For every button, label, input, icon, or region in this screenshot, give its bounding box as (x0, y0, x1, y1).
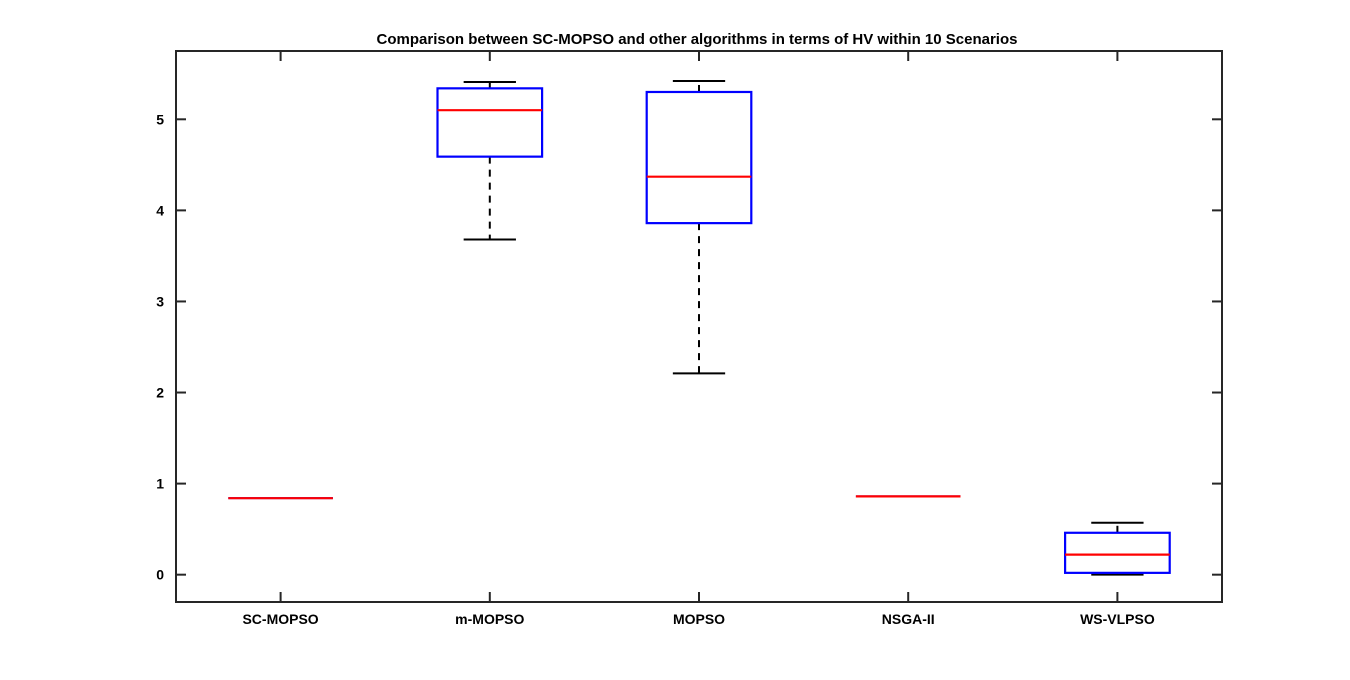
y-tick-label: 4 (156, 202, 164, 218)
x-tick-label: WS-VLPSO (1080, 611, 1155, 627)
x-tick-label: MOPSO (673, 611, 725, 627)
x-tick-label: m-MOPSO (455, 611, 524, 627)
axes-frame (175, 50, 1223, 603)
x-tick-label: SC-MOPSO (242, 611, 318, 627)
box-iqr (645, 90, 753, 225)
y-tick-label: 1 (156, 476, 164, 492)
box-group (1063, 521, 1171, 576)
box-group (645, 80, 753, 375)
plot-area: 0 1 2 3 4 5 SC-MOPSO m-MOPSO MOPSO NSGA-II WS-VLPS… (156, 50, 1223, 627)
x-tick-label: NSGA-II (882, 611, 935, 627)
y-tick-label: 0 (156, 567, 164, 583)
box-iqr (436, 87, 544, 158)
y-tick-label: 3 (156, 293, 164, 309)
y-tick-label: 5 (156, 111, 164, 127)
box-iqr (1063, 531, 1171, 574)
chart-title: Comparison between SC-MOPSO and other al… (377, 31, 1018, 48)
box-group (436, 80, 544, 241)
y-tick-label: 2 (156, 385, 164, 401)
